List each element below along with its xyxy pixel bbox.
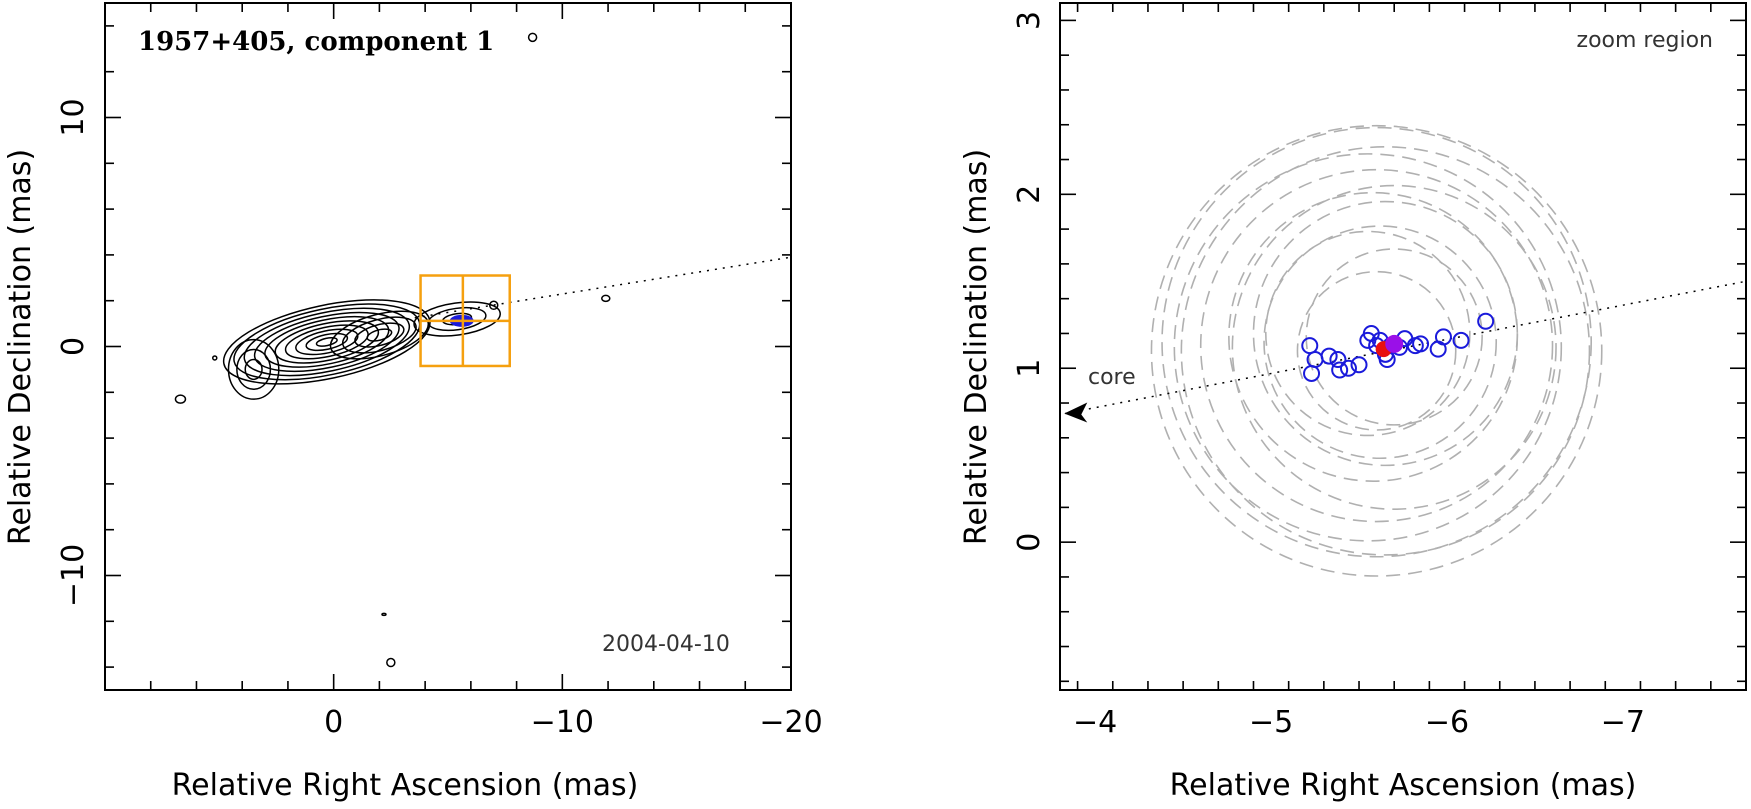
contour-line bbox=[253, 311, 400, 373]
contour-line bbox=[366, 328, 393, 342]
mean-positions bbox=[1375, 334, 1404, 358]
contour-line bbox=[315, 336, 338, 347]
left-panel: 0 −10 −20 10 0 −10 1957+405, component 1 2004… bbox=[3, 2, 823, 803]
contour-line bbox=[244, 358, 263, 381]
uncertainty-circles bbox=[1150, 124, 1603, 577]
contour-speck bbox=[488, 300, 499, 311]
contour-line bbox=[305, 332, 349, 352]
uncertainty-circle bbox=[1305, 248, 1483, 426]
right-x-tick-label: −7 bbox=[1601, 705, 1645, 740]
left-ticks bbox=[105, 3, 792, 690]
uncertainty-circle bbox=[1161, 126, 1593, 558]
contour-speck bbox=[601, 294, 611, 303]
contour-speck bbox=[174, 394, 187, 404]
uncertainty-circle bbox=[1199, 168, 1554, 523]
uncertainty-circle bbox=[1265, 230, 1471, 437]
core-arrow-icon bbox=[1064, 402, 1088, 423]
contour-line bbox=[236, 348, 272, 390]
contour-line bbox=[284, 324, 369, 360]
right-x-tick-label: −4 bbox=[1073, 705, 1117, 740]
observation-date-label: 2004-04-10 bbox=[602, 632, 730, 657]
uncertainty-circle bbox=[1296, 270, 1457, 431]
left-y-tick-label: 10 bbox=[56, 98, 91, 136]
contour-line bbox=[354, 322, 405, 348]
contour-speck bbox=[212, 355, 218, 361]
left-panel-title: 1957+405, component 1 bbox=[138, 27, 494, 57]
left-y-tick-label: 0 bbox=[56, 337, 91, 356]
uncertainty-circle bbox=[1150, 124, 1603, 577]
source-contours bbox=[174, 32, 611, 668]
component-marker bbox=[1434, 328, 1452, 346]
right-ticks bbox=[1060, 3, 1747, 690]
component-marker bbox=[1301, 337, 1319, 355]
uncertainty-circle bbox=[1263, 225, 1498, 460]
contour-speck bbox=[386, 657, 396, 668]
right-x-axis-label: Relative Right Ascension (mas) bbox=[1170, 768, 1637, 803]
contour-speck bbox=[527, 32, 538, 43]
component-marker bbox=[1350, 356, 1368, 374]
right-y-axis-label: Relative Declination (mas) bbox=[959, 149, 994, 545]
contour-line bbox=[243, 307, 411, 377]
contour-line bbox=[329, 310, 430, 360]
uncertainty-circle bbox=[1180, 146, 1591, 556]
left-plot-frame bbox=[104, 2, 792, 691]
left-x-tick-label: −20 bbox=[759, 705, 822, 740]
right-y-tick-label: 2 bbox=[1012, 185, 1047, 204]
uncertainty-circle bbox=[1252, 200, 1519, 467]
right-jet-direction-line bbox=[1065, 280, 1747, 415]
component-marker bbox=[1339, 359, 1357, 377]
right-y-tick-label: 3 bbox=[1012, 11, 1047, 30]
right-x-tick-label: −5 bbox=[1249, 705, 1293, 740]
left-x-tick-label: 0 bbox=[324, 705, 343, 740]
left-jet-direction-line bbox=[406, 256, 792, 320]
right-x-tick-label: −6 bbox=[1425, 705, 1469, 740]
zoom-region-box bbox=[419, 274, 511, 368]
contour-line bbox=[427, 306, 487, 332]
contour-line bbox=[341, 316, 417, 354]
mean-position-purple bbox=[1385, 334, 1404, 353]
component-marker bbox=[1331, 361, 1349, 379]
left-tick-labels: 0 −10 −20 10 0 −10 bbox=[56, 98, 823, 740]
right-y-tick-label: 0 bbox=[1012, 533, 1047, 552]
contour-line bbox=[413, 301, 501, 337]
left-y-axis-label: Relative Declination (mas) bbox=[3, 149, 38, 545]
uncertainty-circle bbox=[1231, 184, 1557, 510]
component-marker bbox=[1477, 312, 1495, 330]
component-marker bbox=[1452, 331, 1470, 349]
right-y-tick-label: 1 bbox=[1012, 359, 1047, 378]
contour-line bbox=[227, 338, 280, 400]
right-panel: −4 −5 −6 −7 3 2 1 0 zoom region core Relative R… bbox=[959, 2, 1747, 803]
contour-line bbox=[274, 320, 380, 364]
contour-speck bbox=[381, 612, 387, 617]
left-y-tick-label: −10 bbox=[56, 544, 91, 607]
zoom-region-label: zoom region bbox=[1577, 28, 1713, 53]
left-x-tick-label: −10 bbox=[531, 705, 594, 740]
right-plot-frame bbox=[1059, 2, 1747, 691]
component-marker bbox=[1320, 347, 1338, 365]
right-tick-labels: −4 −5 −6 −7 3 2 1 0 bbox=[1012, 11, 1645, 740]
uncertainty-circle bbox=[1173, 153, 1563, 542]
component-marker bbox=[1329, 351, 1347, 369]
component-marker bbox=[1412, 335, 1430, 353]
left-x-axis-label: Relative Right Ascension (mas) bbox=[172, 768, 639, 803]
core-label: core bbox=[1088, 365, 1136, 390]
